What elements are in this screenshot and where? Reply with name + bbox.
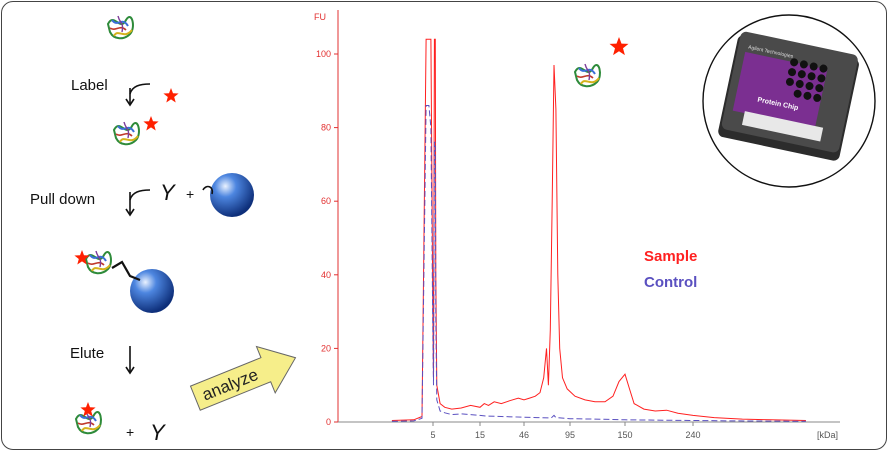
protein-chip-inset: Agilent Technologies Protein Chip (702, 14, 876, 188)
protein-icon (75, 410, 102, 435)
x-tick-label: 150 (617, 430, 632, 440)
y-tick-label: 80 (321, 123, 331, 133)
antibody-icon (111, 260, 141, 282)
sample-trace (391, 38, 806, 421)
step-elute: Elute (70, 345, 105, 362)
down-arrow-icon (125, 83, 151, 107)
analyze-arrow (189, 345, 297, 411)
protein-icon (107, 15, 134, 40)
y-tick-label: 0 (326, 417, 331, 427)
step-pull-down: Pull down (30, 191, 96, 208)
x-tick-label: 5 (430, 430, 435, 440)
workflow-diagram: Y + + Y analyze (74, 15, 297, 445)
control-trace (391, 105, 806, 422)
plus-sign: + (126, 424, 134, 440)
antibody-symbol: Y (150, 420, 166, 445)
y-tick-label: 100 (316, 49, 331, 59)
label-star-icon (143, 116, 159, 131)
legend-control: Control (644, 274, 697, 291)
down-arrow-icon (125, 346, 135, 375)
legend-sample: Sample (644, 248, 697, 265)
y-tick-label: 40 (321, 270, 331, 280)
y-axis-label: FU (314, 12, 326, 22)
x-tick-label: 240 (685, 430, 700, 440)
label-star-icon (74, 250, 90, 265)
labeled-protein-icon (574, 63, 601, 88)
x-tick-label: 15 (475, 430, 485, 440)
x-axis-unit: [kDa] (817, 430, 838, 440)
label-star-icon (609, 37, 629, 56)
bead-link-icon (202, 185, 214, 195)
x-tick-label: 46 (519, 430, 529, 440)
y-tick-label: 60 (321, 196, 331, 206)
label-star-icon (163, 88, 179, 103)
bead-icon (210, 173, 254, 217)
step-label: Label (71, 77, 108, 94)
y-tick-label: 20 (321, 343, 331, 353)
protein-icon (85, 250, 112, 275)
antibody-symbol: Y (160, 180, 176, 205)
label-star-icon (80, 402, 96, 417)
down-arrow-icon (125, 189, 151, 217)
protein-icon (113, 121, 140, 146)
bead-icon (130, 269, 174, 313)
x-tick-label: 95 (565, 430, 575, 440)
plus-sign: + (186, 186, 194, 202)
